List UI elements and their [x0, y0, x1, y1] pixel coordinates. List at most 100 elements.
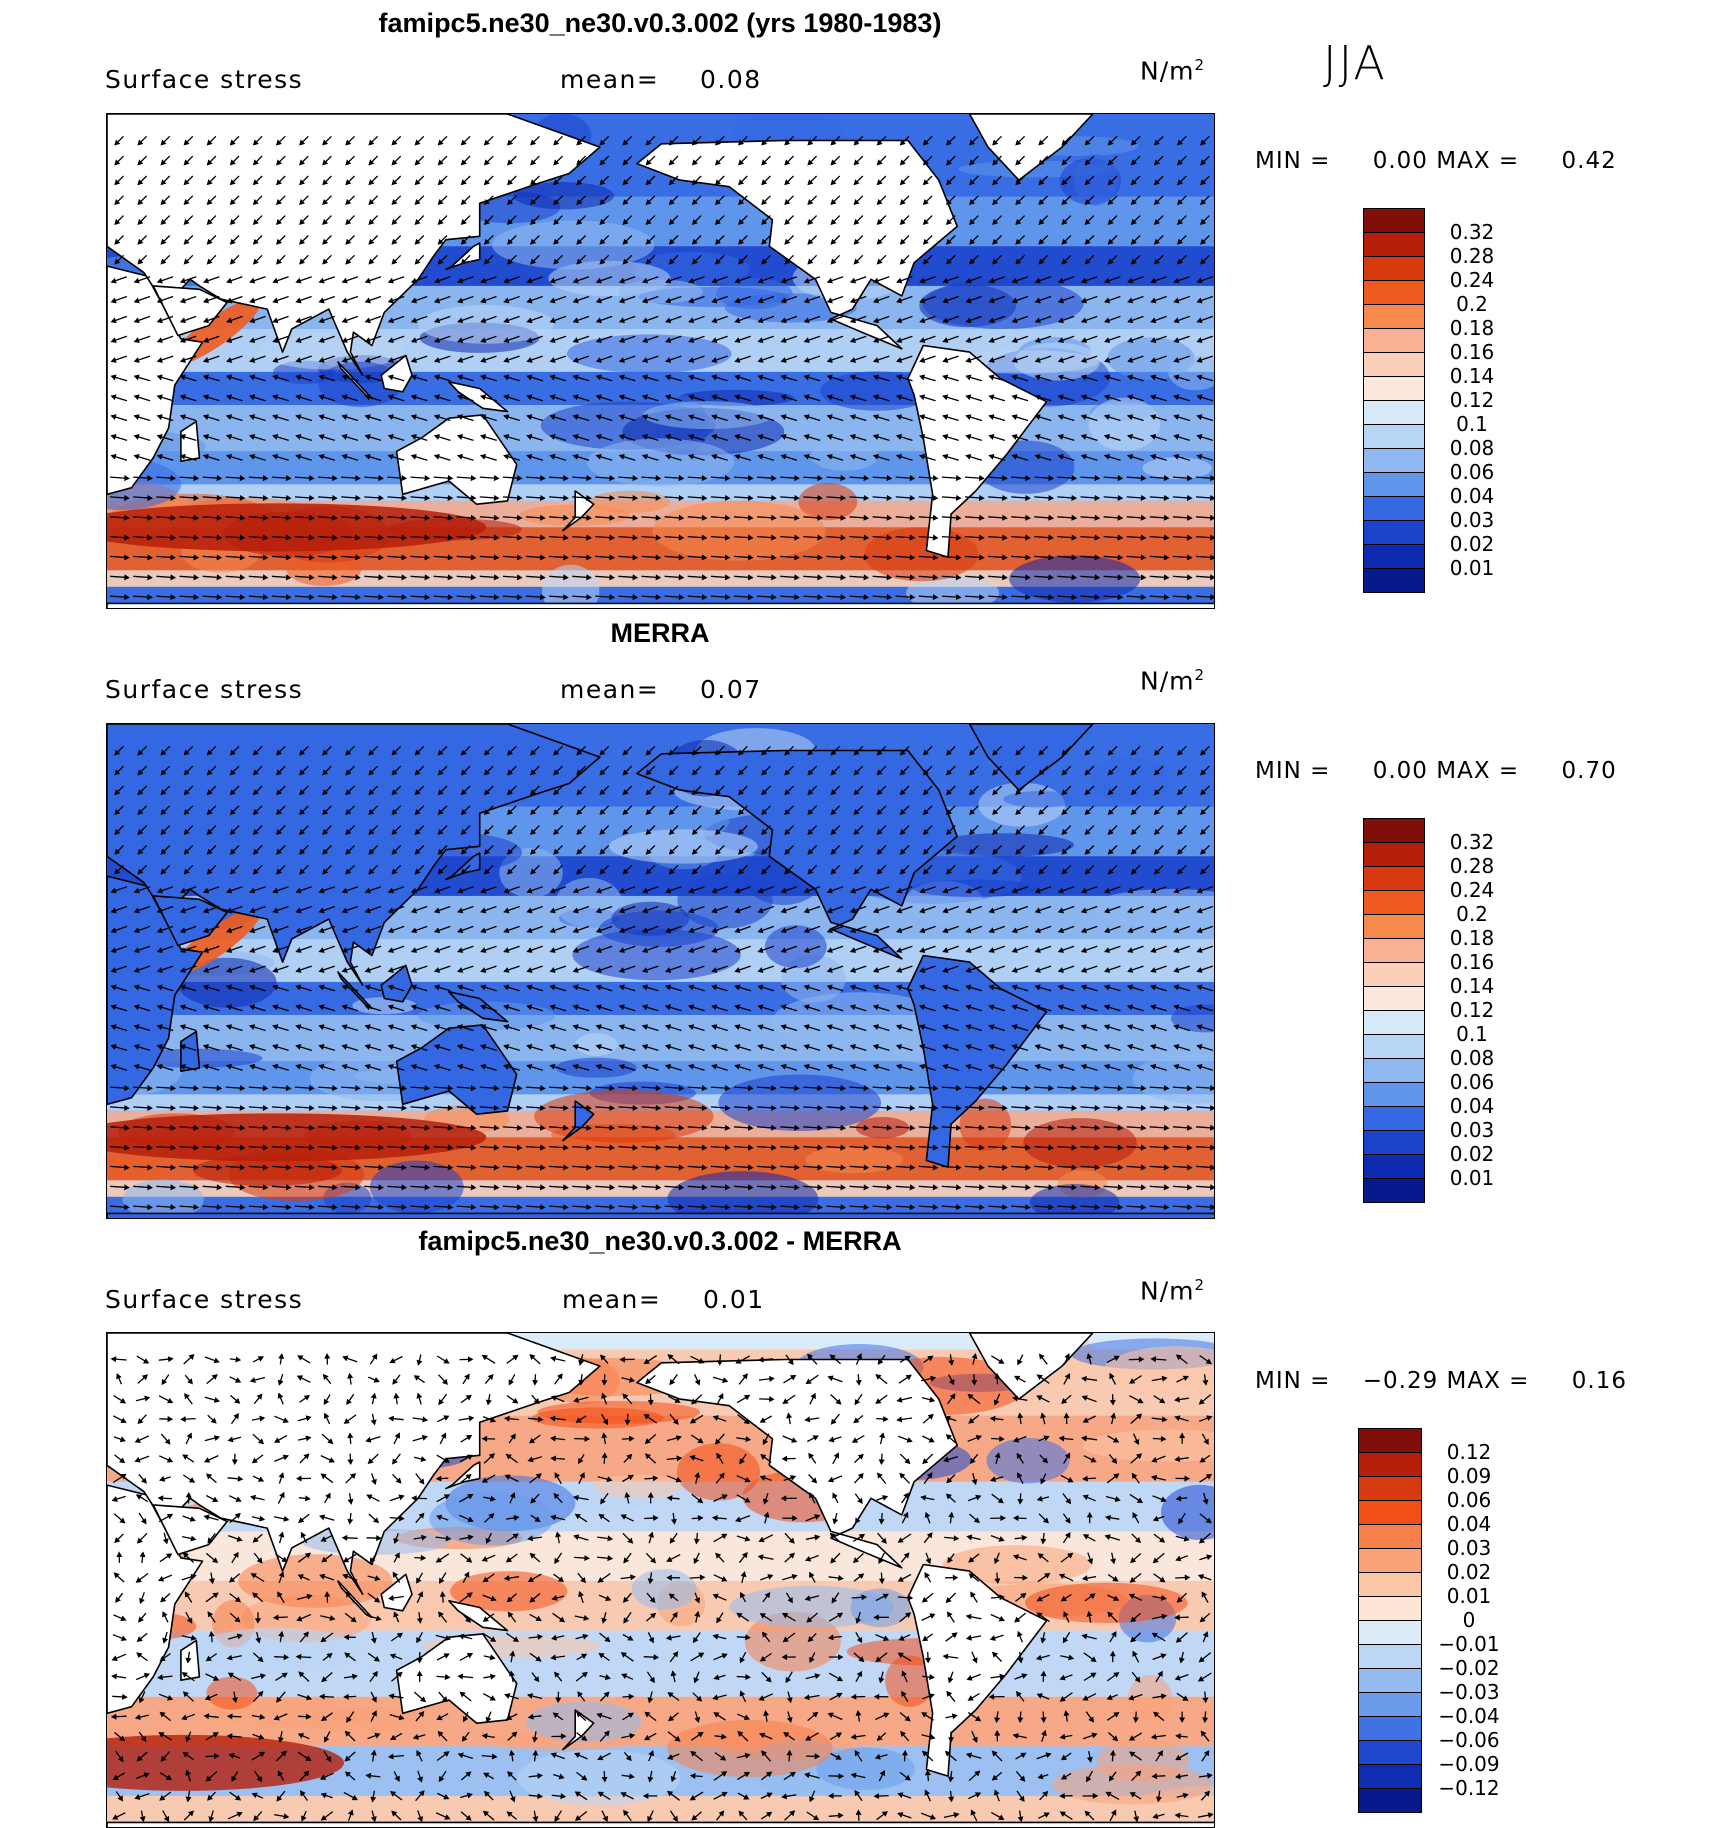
field-blob — [1052, 1764, 1212, 1804]
field-blob — [864, 527, 978, 581]
colorbar-swatch — [1363, 496, 1425, 521]
colorbar-swatch — [1363, 328, 1425, 353]
field-blob — [850, 1588, 910, 1627]
colorbar-swatch — [1363, 842, 1425, 867]
max-label: MAX = — [1436, 148, 1519, 174]
mean-value: 0.01 — [703, 1285, 765, 1314]
field-blob — [1023, 1118, 1137, 1168]
colorbar-swatch — [1363, 986, 1425, 1011]
field-band — [107, 1015, 1215, 1061]
mean-label: mean= — [562, 1285, 661, 1314]
field-blob — [986, 1438, 1069, 1483]
units-label: N/m2 — [1140, 56, 1205, 85]
continent-outline — [107, 1213, 1215, 1219]
colorbar-swatch — [1363, 304, 1425, 329]
units-label: N/m2 — [1140, 666, 1205, 695]
colorbar-tick-label: 0.01 — [1427, 1166, 1517, 1190]
map-panel-difference — [106, 1332, 1215, 1828]
colorbar-tick-label: 0.08 — [1427, 1046, 1517, 1070]
field-blob — [589, 491, 670, 513]
field-blob — [556, 1058, 637, 1078]
colorbar-tick-label: 0.2 — [1427, 292, 1517, 316]
colorbar-tick-label: 0.02 — [1427, 532, 1517, 556]
colorbar-tick-label: 0.06 — [1427, 1070, 1517, 1094]
colorbar-swatch — [1363, 544, 1425, 569]
colorbar-swatch — [1363, 1010, 1425, 1035]
panel-title-model: famipc5.ne30_ne30.v0.3.002 (yrs 1980-198… — [107, 8, 1213, 39]
colorbar-tick-label: 0.06 — [1427, 460, 1517, 484]
field-blob — [567, 334, 732, 373]
colorbar-swatch — [1363, 1130, 1425, 1155]
colorbar-tick-label: 0.14 — [1427, 364, 1517, 388]
colorbar-tick-label: 0.18 — [1427, 926, 1517, 950]
colorbar-swatch — [1363, 890, 1425, 915]
colorbar-swatch — [1363, 472, 1425, 497]
colorbar-tick-label: 0.32 — [1427, 830, 1517, 854]
colorbar-tick-label: 0.24 — [1427, 878, 1517, 902]
colorbar-tick-label: 0.2 — [1427, 902, 1517, 926]
map-panel-model — [106, 113, 1215, 609]
colorbar-swatch — [1363, 818, 1425, 843]
colorbar-tick-label: 0.28 — [1427, 854, 1517, 878]
colorbar-tick-label: 0.04 — [1427, 1094, 1517, 1118]
field-blob — [418, 305, 554, 344]
colorbar-tick-label: 0.24 — [1427, 268, 1517, 292]
field-blob — [716, 278, 793, 309]
mean-value: 0.08 — [700, 65, 762, 94]
mean-label: mean= — [560, 675, 659, 704]
field-blob — [652, 501, 825, 561]
min-max-readout: MIN = 0.00 MAX = 0.70 — [1255, 758, 1617, 784]
min-value: −0.29 — [1363, 1368, 1438, 1394]
field-blob — [492, 221, 654, 270]
colorbar-swatch — [1363, 208, 1425, 233]
colorbar-tick-label: 0.01 — [1427, 556, 1517, 580]
colorbar-swatch — [1363, 1082, 1425, 1107]
colorbar-swatch — [1363, 938, 1425, 963]
field-blob — [619, 279, 703, 303]
colorbar-tick-label: 0.04 — [1427, 484, 1517, 508]
mean-label: mean= — [560, 65, 659, 94]
max-value: 0.70 — [1562, 758, 1617, 784]
colorbar-tick-label: 0.12 — [1427, 998, 1517, 1022]
colorbar-swatch — [1363, 1058, 1425, 1083]
min-max-readout: MIN = 0.00 MAX = 0.42 — [1255, 148, 1617, 174]
colorbar-tick-label: 0.1 — [1427, 412, 1517, 436]
colorbar-tick-label: 0.08 — [1427, 436, 1517, 460]
colorbar-tick-label: 0.14 — [1427, 974, 1517, 998]
max-label: MAX = — [1436, 758, 1519, 784]
colorbar-swatch — [1363, 424, 1425, 449]
colorbar-swatch — [1363, 866, 1425, 891]
mean-value: 0.07 — [700, 675, 762, 704]
colorbar-tick-label: 0.18 — [1427, 316, 1517, 340]
colorbar-swatch — [1363, 962, 1425, 987]
field-blob — [599, 911, 719, 947]
colorbar-swatch — [1363, 232, 1425, 257]
panel-title-merra: MERRA — [107, 618, 1213, 649]
field-blob — [643, 401, 774, 429]
field-blob — [207, 1677, 258, 1710]
min-max-readout: MIN = −0.29 MAX = 0.16 — [1255, 1368, 1627, 1394]
field-blob — [587, 438, 734, 486]
colorbar-swatch — [1363, 1178, 1425, 1203]
colorbar-swatch — [1363, 256, 1425, 281]
map-panel-merra — [106, 723, 1215, 1219]
colorbar-tick-label: 0.16 — [1427, 950, 1517, 974]
max-value: 0.16 — [1572, 1368, 1627, 1394]
min-label: MIN = — [1255, 148, 1330, 174]
colorbar-tick-label: 0.03 — [1427, 1118, 1517, 1142]
colorbar-swatch — [1363, 1154, 1425, 1179]
colorbar-tick-label: 0.03 — [1427, 508, 1517, 532]
colorbar-tick-label: 0.32 — [1427, 220, 1517, 244]
continent-outline — [107, 603, 1215, 609]
colorbar-tick-label: 0.16 — [1427, 340, 1517, 364]
colorbar-swatch — [1363, 376, 1425, 401]
units-label: N/m2 — [1140, 1276, 1205, 1305]
max-value: 0.42 — [1562, 148, 1617, 174]
field-blob — [811, 440, 879, 470]
field-blob — [667, 1720, 833, 1777]
colorbar-tick-label: 0.12 — [1427, 388, 1517, 412]
colorbar-swatch — [1363, 280, 1425, 305]
min-label: MIN = — [1255, 1368, 1330, 1394]
max-label: MAX = — [1447, 1368, 1530, 1394]
colorbar-tick-label: 0.02 — [1427, 1142, 1517, 1166]
